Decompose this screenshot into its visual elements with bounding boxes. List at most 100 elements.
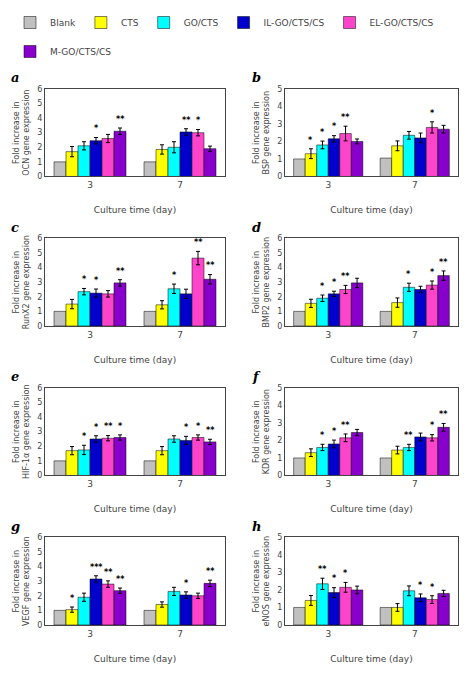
svg-text:Culture time (day): Culture time (day) bbox=[330, 355, 412, 365]
svg-text:Culture time (day): Culture time (day) bbox=[330, 205, 412, 215]
svg-text:0: 0 bbox=[277, 471, 282, 480]
svg-text:*: * bbox=[430, 421, 435, 430]
svg-text:0: 0 bbox=[277, 621, 282, 630]
svg-text:2: 2 bbox=[277, 436, 282, 445]
svg-text:g: g bbox=[11, 519, 20, 534]
svg-text:*: * bbox=[430, 109, 435, 118]
svg-text:*: * bbox=[94, 124, 99, 133]
svg-text:**: ** bbox=[404, 431, 413, 440]
svg-text:Fold increase inKDR gene expre: Fold increase inKDR gene expression bbox=[252, 389, 271, 474]
svg-text:3: 3 bbox=[87, 180, 93, 190]
svg-text:Fold increase inOCN gene expre: Fold increase inOCN gene expression bbox=[12, 90, 31, 176]
svg-text:Fold increase inRunX2 gene exp: Fold increase inRunX2 gene expression bbox=[12, 235, 31, 329]
svg-text:6: 6 bbox=[37, 384, 42, 393]
svg-text:**: ** bbox=[341, 421, 350, 430]
svg-text:e: e bbox=[11, 369, 19, 384]
svg-text:2: 2 bbox=[37, 293, 42, 302]
svg-text:*: * bbox=[332, 427, 337, 436]
svg-text:1: 1 bbox=[277, 603, 282, 612]
svg-text:***: *** bbox=[90, 563, 103, 572]
svg-text:**: ** bbox=[104, 568, 113, 577]
svg-text:3: 3 bbox=[87, 479, 93, 489]
svg-text:3: 3 bbox=[325, 629, 331, 639]
svg-text:**: ** bbox=[341, 113, 350, 122]
svg-text:6: 6 bbox=[37, 85, 42, 94]
svg-text:*: * bbox=[332, 574, 337, 583]
svg-text:*: * bbox=[320, 431, 325, 440]
svg-text:1: 1 bbox=[37, 307, 42, 316]
svg-text:**: ** bbox=[206, 261, 215, 270]
svg-text:**: ** bbox=[194, 238, 203, 247]
svg-text:*: * bbox=[320, 282, 325, 291]
svg-text:6: 6 bbox=[37, 234, 42, 243]
svg-text:0: 0 bbox=[37, 322, 42, 331]
svg-text:*: * bbox=[184, 423, 189, 432]
svg-text:7: 7 bbox=[412, 479, 418, 489]
svg-text:Culture time (day): Culture time (day) bbox=[330, 504, 412, 514]
svg-text:Culture time (day): Culture time (day) bbox=[94, 654, 176, 664]
svg-text:*: * bbox=[430, 583, 435, 592]
svg-text:*: * bbox=[82, 432, 87, 441]
svg-text:*: * bbox=[418, 581, 423, 590]
svg-text:0: 0 bbox=[37, 471, 42, 480]
svg-text:0: 0 bbox=[37, 621, 42, 630]
svg-text:2: 2 bbox=[277, 586, 282, 595]
svg-text:3: 3 bbox=[277, 120, 282, 129]
svg-text:d: d bbox=[252, 220, 261, 235]
svg-text:5: 5 bbox=[277, 533, 282, 542]
svg-text:7: 7 bbox=[177, 629, 183, 639]
svg-text:5: 5 bbox=[37, 99, 42, 108]
svg-text:Blank: Blank bbox=[50, 18, 76, 28]
svg-text:*: * bbox=[343, 569, 348, 578]
svg-text:0: 0 bbox=[277, 172, 282, 181]
svg-text:*: * bbox=[118, 422, 123, 431]
svg-text:*: * bbox=[196, 116, 201, 125]
svg-text:1: 1 bbox=[37, 158, 42, 167]
svg-text:1: 1 bbox=[37, 457, 42, 466]
svg-text:3: 3 bbox=[87, 330, 93, 340]
svg-text:1: 1 bbox=[277, 307, 282, 316]
svg-text:3: 3 bbox=[37, 577, 42, 586]
svg-text:5: 5 bbox=[277, 85, 282, 94]
svg-text:7: 7 bbox=[177, 180, 183, 190]
svg-text:*: * bbox=[94, 423, 99, 432]
svg-text:3: 3 bbox=[325, 330, 331, 340]
svg-text:3: 3 bbox=[37, 128, 42, 137]
svg-text:Fold increase ineNOS gene expr: Fold increase ineNOS gene expression bbox=[252, 536, 271, 627]
svg-text:4: 4 bbox=[277, 102, 282, 111]
svg-text:3: 3 bbox=[87, 629, 93, 639]
svg-text:7: 7 bbox=[412, 330, 418, 340]
svg-text:**: ** bbox=[439, 410, 448, 419]
svg-text:IL-GO/CTS/CS: IL-GO/CTS/CS bbox=[264, 18, 325, 28]
svg-text:7: 7 bbox=[177, 479, 183, 489]
svg-text:2: 2 bbox=[37, 143, 42, 152]
svg-text:2: 2 bbox=[37, 592, 42, 601]
svg-text:4: 4 bbox=[277, 401, 282, 410]
svg-text:**: ** bbox=[341, 272, 350, 281]
svg-text:0: 0 bbox=[277, 322, 282, 331]
svg-text:*: * bbox=[406, 270, 411, 279]
svg-text:*: * bbox=[70, 594, 75, 603]
svg-text:2: 2 bbox=[277, 137, 282, 146]
svg-text:EL-GO/CTS/CS: EL-GO/CTS/CS bbox=[370, 18, 434, 28]
svg-text:*: * bbox=[94, 276, 99, 285]
svg-text:*: * bbox=[196, 422, 201, 431]
svg-text:5: 5 bbox=[277, 384, 282, 393]
svg-text:7: 7 bbox=[412, 180, 418, 190]
svg-text:*: * bbox=[184, 579, 189, 588]
svg-text:6: 6 bbox=[37, 533, 42, 542]
svg-text:7: 7 bbox=[177, 330, 183, 340]
svg-text:*: * bbox=[172, 271, 177, 280]
svg-text:**: ** bbox=[206, 567, 215, 576]
svg-text:Culture time (day): Culture time (day) bbox=[94, 205, 176, 215]
svg-text:6: 6 bbox=[277, 234, 282, 243]
svg-text:b: b bbox=[252, 70, 261, 85]
svg-text:CTS: CTS bbox=[121, 18, 139, 28]
svg-text:4: 4 bbox=[37, 413, 42, 422]
svg-text:Culture time (day): Culture time (day) bbox=[94, 504, 176, 514]
svg-text:**: ** bbox=[182, 116, 191, 125]
svg-text:*: * bbox=[332, 278, 337, 287]
svg-text:4: 4 bbox=[277, 263, 282, 272]
svg-text:3: 3 bbox=[277, 419, 282, 428]
svg-text:Fold increase inHIF-1α gene ex: Fold increase inHIF-1α gene expression bbox=[12, 384, 31, 478]
